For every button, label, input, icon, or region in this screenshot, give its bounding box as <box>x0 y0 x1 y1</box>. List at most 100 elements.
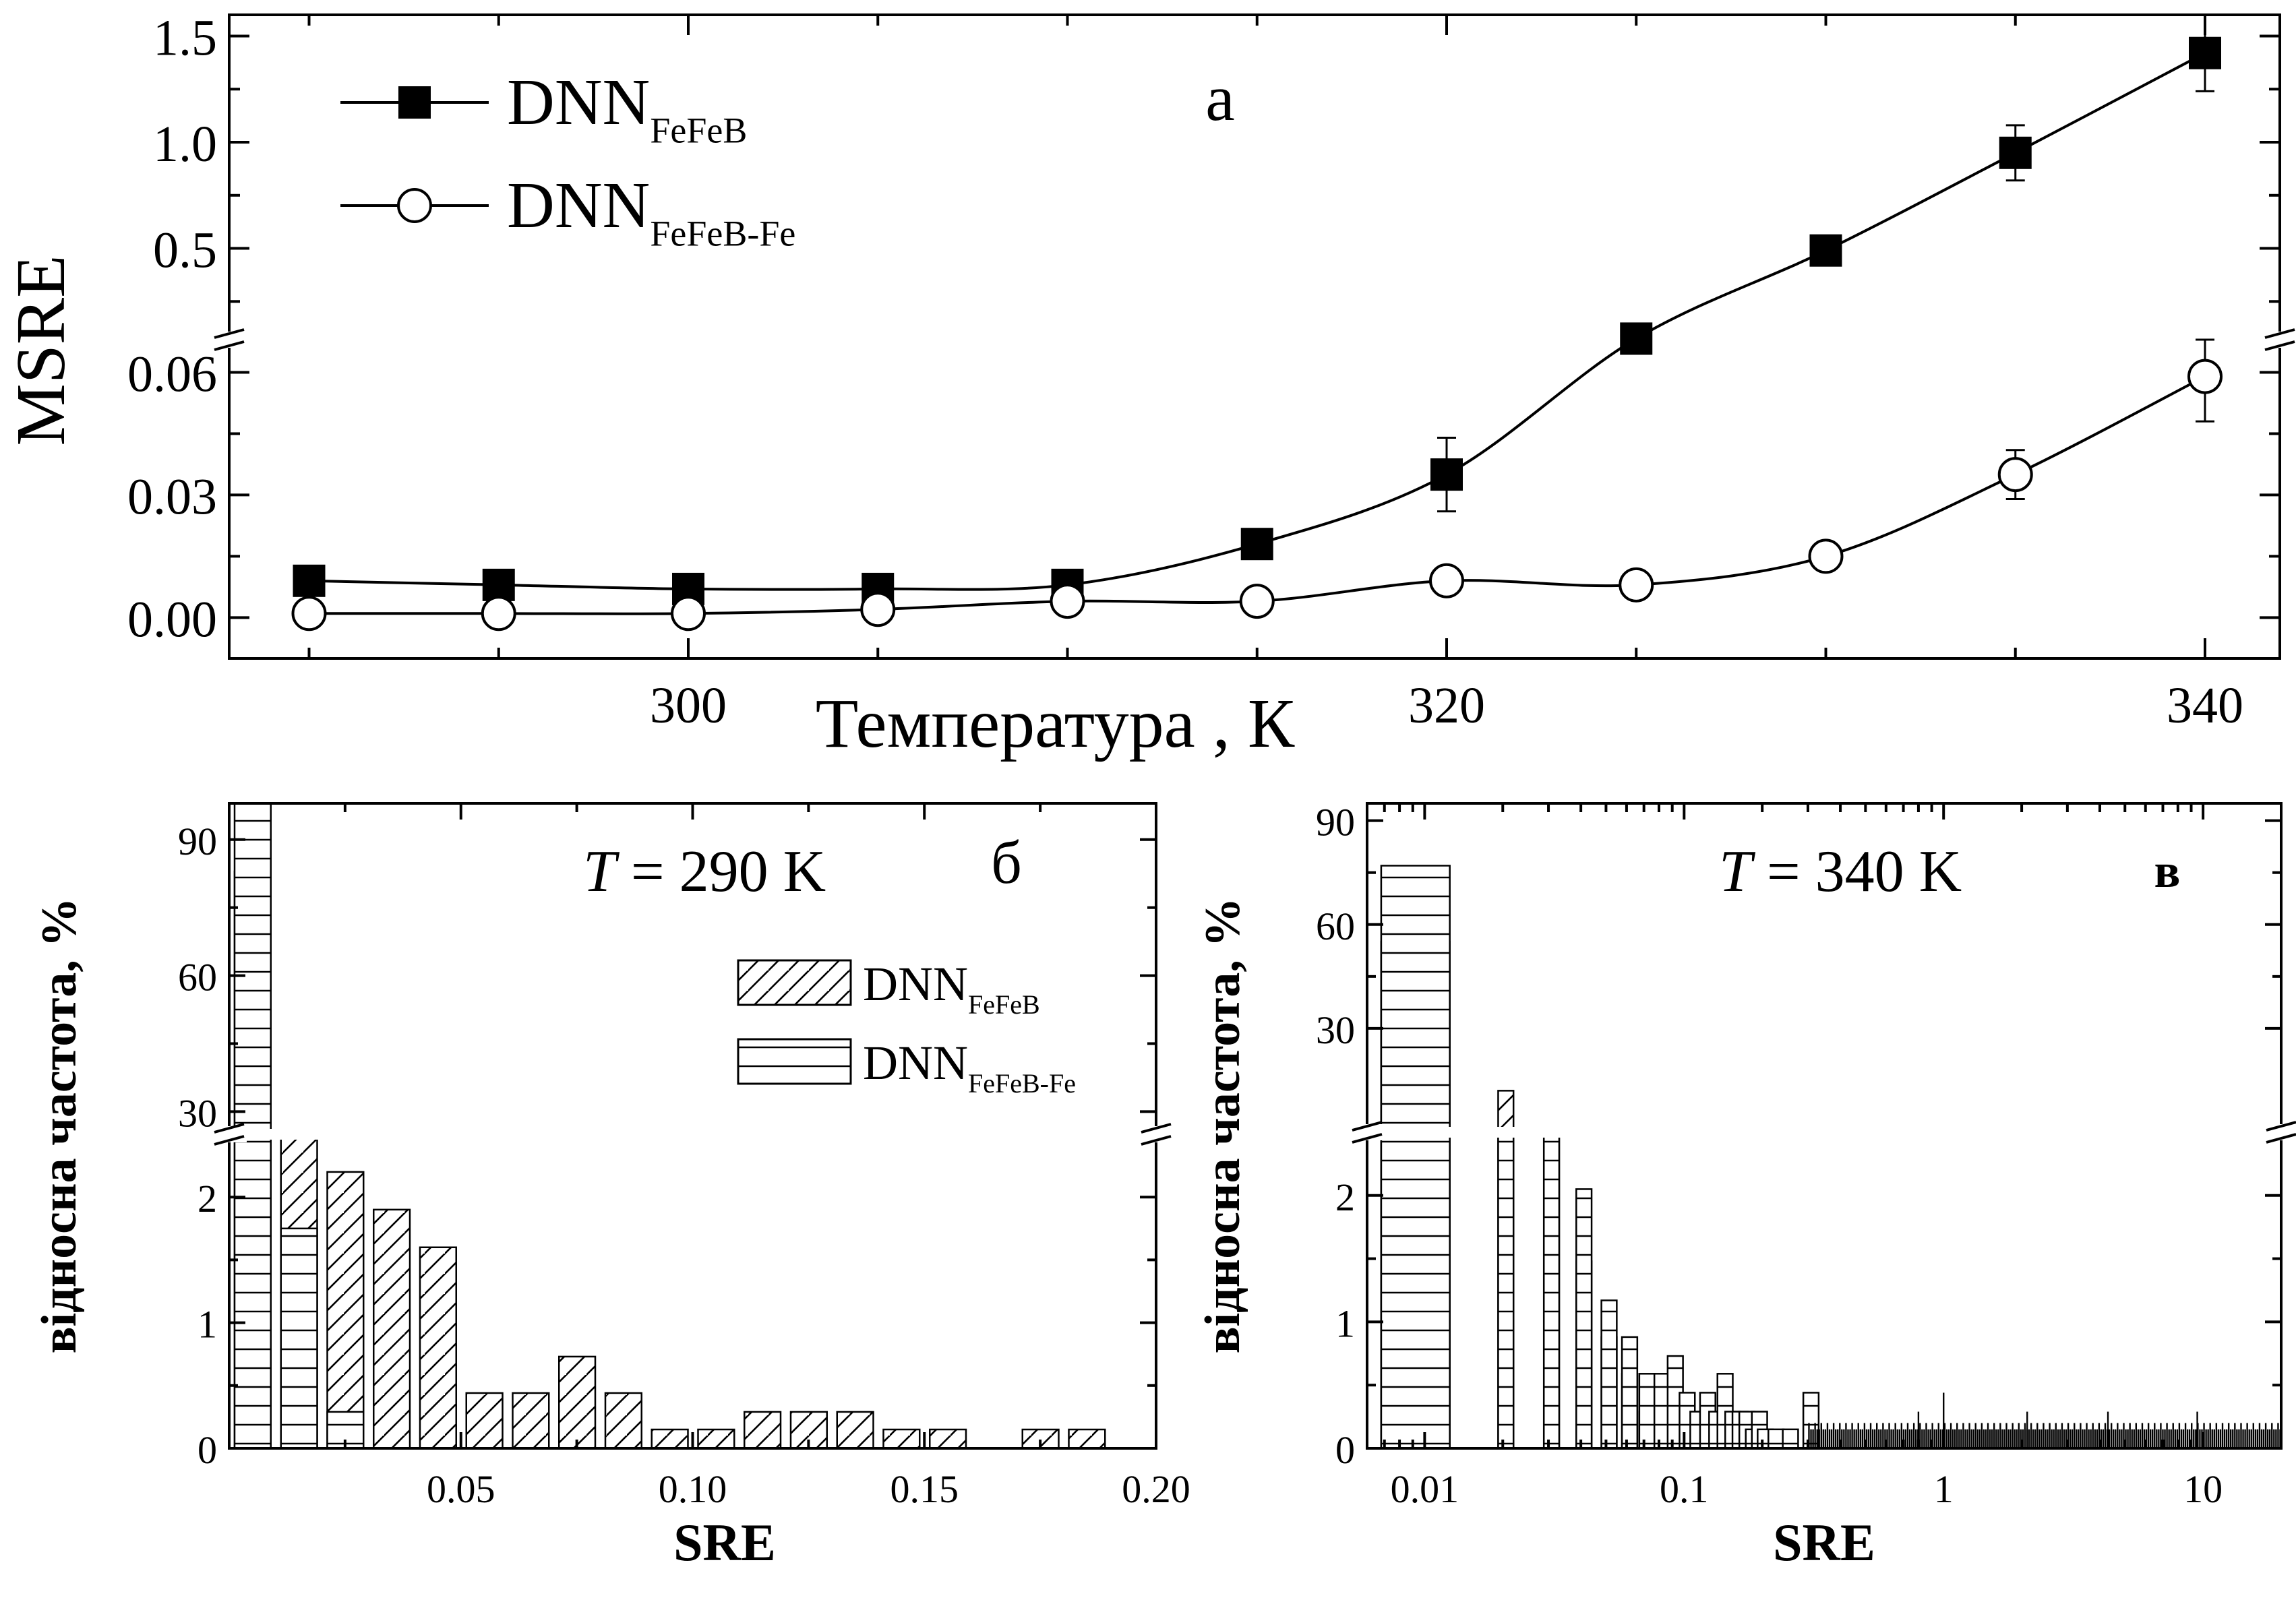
data-point-circle <box>1619 567 1654 603</box>
y-tick-label: 60 <box>1316 904 1355 948</box>
histogram-bar <box>789 1411 828 1450</box>
y-tick-label: 0 <box>1335 1428 1355 1472</box>
y-tick-label: 0.03 <box>127 468 217 525</box>
data-point-square <box>293 564 326 597</box>
y-axis-label: MSRE <box>2 255 80 445</box>
histogram-bar <box>1768 1428 1785 1450</box>
axis-break-mark <box>2266 1133 2296 1144</box>
x-axis-label: SRE <box>1773 1513 1875 1572</box>
x-tick-label: 0.15 <box>890 1467 959 1511</box>
temperature-symbol: T <box>583 839 620 904</box>
y-tick-label: 0.06 <box>127 346 217 403</box>
legend-label: DNNFeFeB-Fe <box>507 169 795 253</box>
legend-label-main: DNN <box>863 957 968 1011</box>
y-tick-label: 1.0 <box>153 116 217 173</box>
temperature-annotation: T = 340 K <box>1719 839 1962 904</box>
histogram-bar <box>280 1227 318 1450</box>
axis-break-mark <box>1352 1121 1383 1132</box>
y-tick-label: 1 <box>198 1303 217 1347</box>
break-gap <box>231 1129 1155 1140</box>
legend-label-main: DNN <box>507 169 650 242</box>
y-tick-label: 1.5 <box>153 10 217 67</box>
x-tick-label: 0.1 <box>1660 1467 1709 1511</box>
data-point-circle <box>1429 563 1464 598</box>
y-tick-label: 30 <box>178 1091 217 1135</box>
y-tick-label: 0 <box>198 1428 217 1472</box>
temperature-value: = 290 K <box>616 839 826 904</box>
histogram-bar <box>744 1411 782 1450</box>
data-point-circle <box>291 596 327 631</box>
temperature-value: = 340 K <box>1752 839 1962 904</box>
x-tick-label: 300 <box>650 677 727 734</box>
histogram-bar <box>558 1355 597 1450</box>
y-tick-label: 0.00 <box>127 591 217 648</box>
legend-label-subscript: FeFeB <box>650 110 747 150</box>
y-axis-label: відносна частота, % <box>1195 898 1250 1354</box>
x-axis-label: SRE <box>673 1513 776 1572</box>
temperature-symbol: T <box>1719 839 1756 904</box>
panel-label: в <box>2154 844 2181 898</box>
data-point-circle <box>1050 584 1085 619</box>
legend-label-subscript: FeFeB-Fe <box>650 213 795 253</box>
data-point-square <box>1620 322 1653 355</box>
legend-swatch <box>737 959 852 1006</box>
histogram-bar <box>326 1171 365 1450</box>
break-gap <box>1368 1127 2280 1138</box>
histogram-bar <box>697 1428 735 1450</box>
y-tick-label: 2 <box>1335 1175 1355 1219</box>
legend-swatch <box>737 1038 852 1085</box>
data-point-square <box>1240 528 1273 561</box>
histogram-bars <box>1368 865 2281 1450</box>
axis-break-mark <box>1141 1135 1172 1146</box>
panel-label: а <box>1205 62 1235 135</box>
x-tick-label: 0.10 <box>659 1467 727 1511</box>
y-tick-label: 60 <box>178 956 217 999</box>
y-axis-label: відносна частота, % <box>32 898 87 1354</box>
axis-break-mark <box>2266 1121 2296 1132</box>
legend-marker-circle <box>397 188 432 223</box>
data-point-square <box>1430 458 1463 491</box>
histogram-bar <box>373 1208 411 1450</box>
y-tick-label: 0.5 <box>153 222 217 279</box>
x-tick-label: 340 <box>2167 677 2243 734</box>
y-tick-label: 90 <box>1316 801 1355 844</box>
legend-label-main: DNN <box>507 66 650 139</box>
axis-break-mark <box>214 1135 245 1146</box>
x-tick-label: 10 <box>2183 1467 2223 1511</box>
data-point-circle <box>1239 584 1275 619</box>
data-point-circle <box>481 596 516 631</box>
panel-label: б <box>991 830 1022 896</box>
x-tick-label: 0.20 <box>1122 1467 1190 1511</box>
y-tick-label: 2 <box>198 1177 217 1221</box>
histogram-bar <box>1782 1428 1799 1450</box>
histogram-bar <box>465 1392 504 1450</box>
y-tick-label: 1 <box>1335 1301 1355 1345</box>
histogram-bar <box>512 1392 550 1450</box>
axis-break-mark <box>1352 1133 1383 1144</box>
panel-histogram-340k: 0 1 2 30 60 90 0.01 0.1 1 10 T = 340 K в відносна… <box>1195 801 2296 1572</box>
legend-label: DNNFeFeB <box>507 66 747 150</box>
x-tick-label: 0.05 <box>427 1467 495 1511</box>
histogram-bar <box>1575 1188 1593 1450</box>
legend-label-subscript: FeFeB-Fe <box>968 1068 1076 1099</box>
histogram-bar <box>929 1428 967 1450</box>
data-point-circle <box>860 592 896 627</box>
series-line <box>309 375 2206 615</box>
axis-break-mark <box>214 340 245 351</box>
axis-break-mark <box>2264 340 2295 351</box>
y-tick-label: 30 <box>1316 1008 1355 1052</box>
axes-ticks: 0 1 2 30 60 90 0.05 0.10 0.15 0.20 <box>178 803 1190 1511</box>
histogram-bar <box>1638 1373 1656 1450</box>
histogram-bar <box>604 1392 642 1450</box>
data-point-circle <box>2187 359 2223 394</box>
data-point-circle <box>1808 538 1844 574</box>
legend-label: DNNFeFeB <box>863 957 1040 1020</box>
data-point-square <box>1999 136 2032 169</box>
histogram-bar <box>1068 1428 1106 1450</box>
histogram-bar <box>1380 865 1451 1450</box>
axis-break-mark <box>2264 328 2295 339</box>
